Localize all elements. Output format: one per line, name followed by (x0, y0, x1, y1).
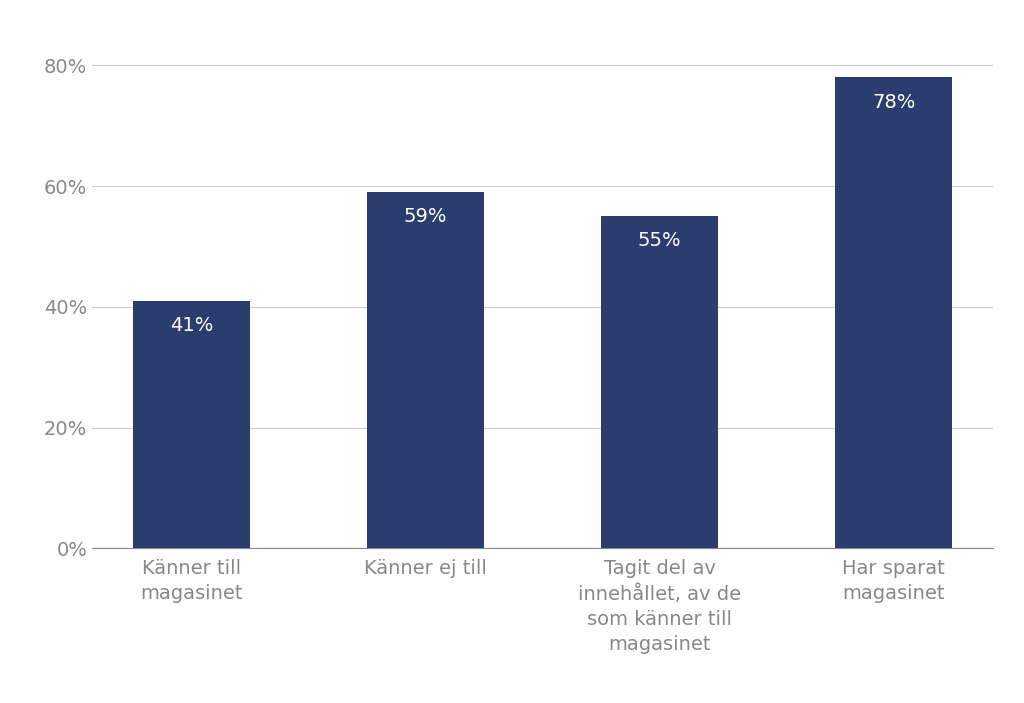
Text: 78%: 78% (872, 93, 915, 112)
Bar (836, 77, 952, 548)
Bar (601, 217, 718, 548)
Bar (133, 301, 250, 548)
Text: 41%: 41% (170, 316, 213, 335)
Text: 55%: 55% (638, 231, 682, 250)
Bar (368, 192, 484, 548)
Text: 59%: 59% (403, 207, 447, 226)
